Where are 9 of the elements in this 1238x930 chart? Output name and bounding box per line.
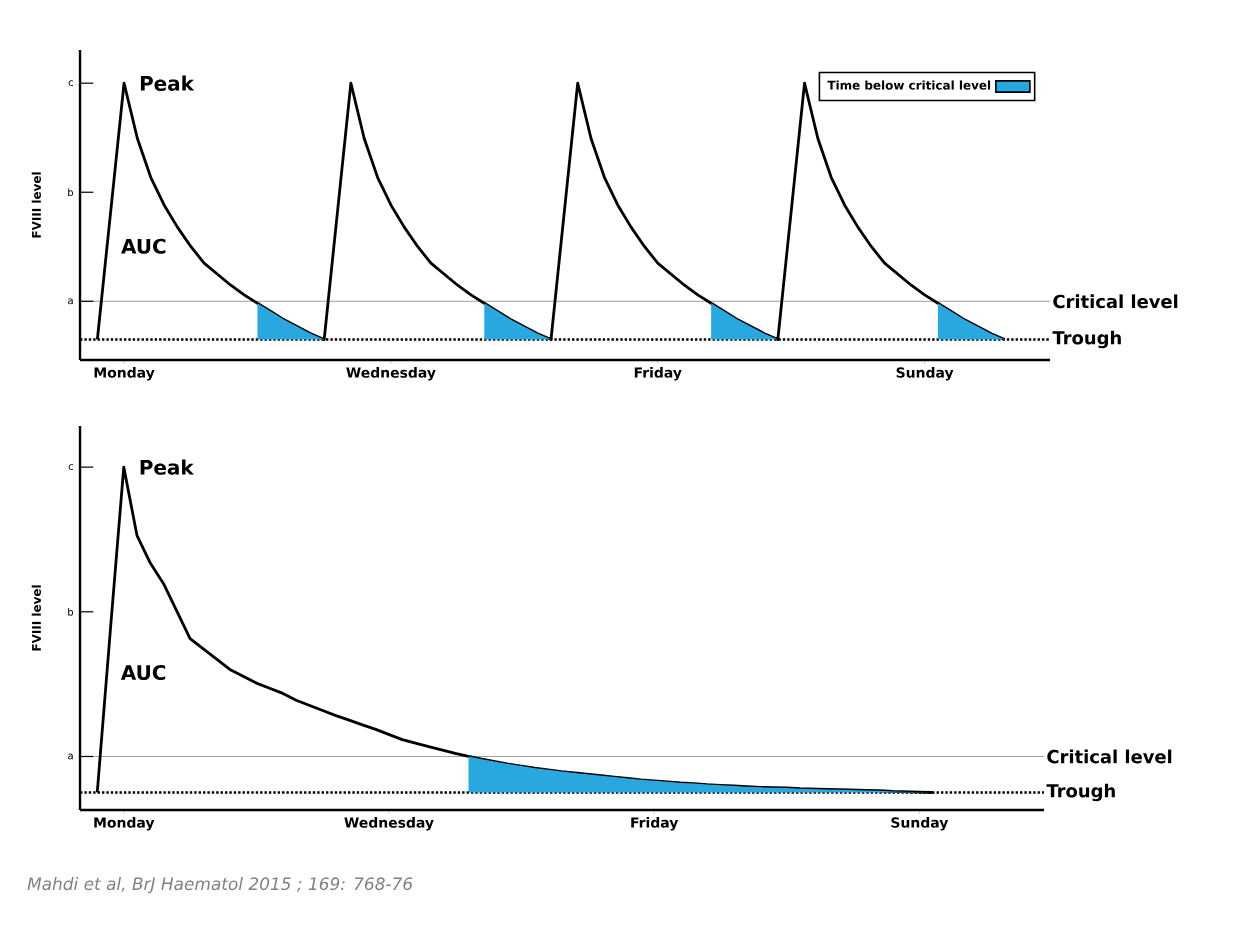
- ref-line-label: Trough: [1052, 330, 1121, 349]
- annotation: Peak: [140, 459, 194, 475]
- annotation: AUC: [121, 238, 166, 254]
- text: Mahdi et al, BrJ Haematol 2015 ; 169: 768-76: [27, 877, 413, 894]
- annotation: AUC: [120, 664, 166, 681]
- ref-line-label: Trough: [1046, 783, 1115, 802]
- annotation: Peak: [140, 75, 195, 91]
- ref-line-label: Critical level: [1053, 294, 1178, 309]
- ref-line-label: Critical level: [1047, 749, 1172, 764]
